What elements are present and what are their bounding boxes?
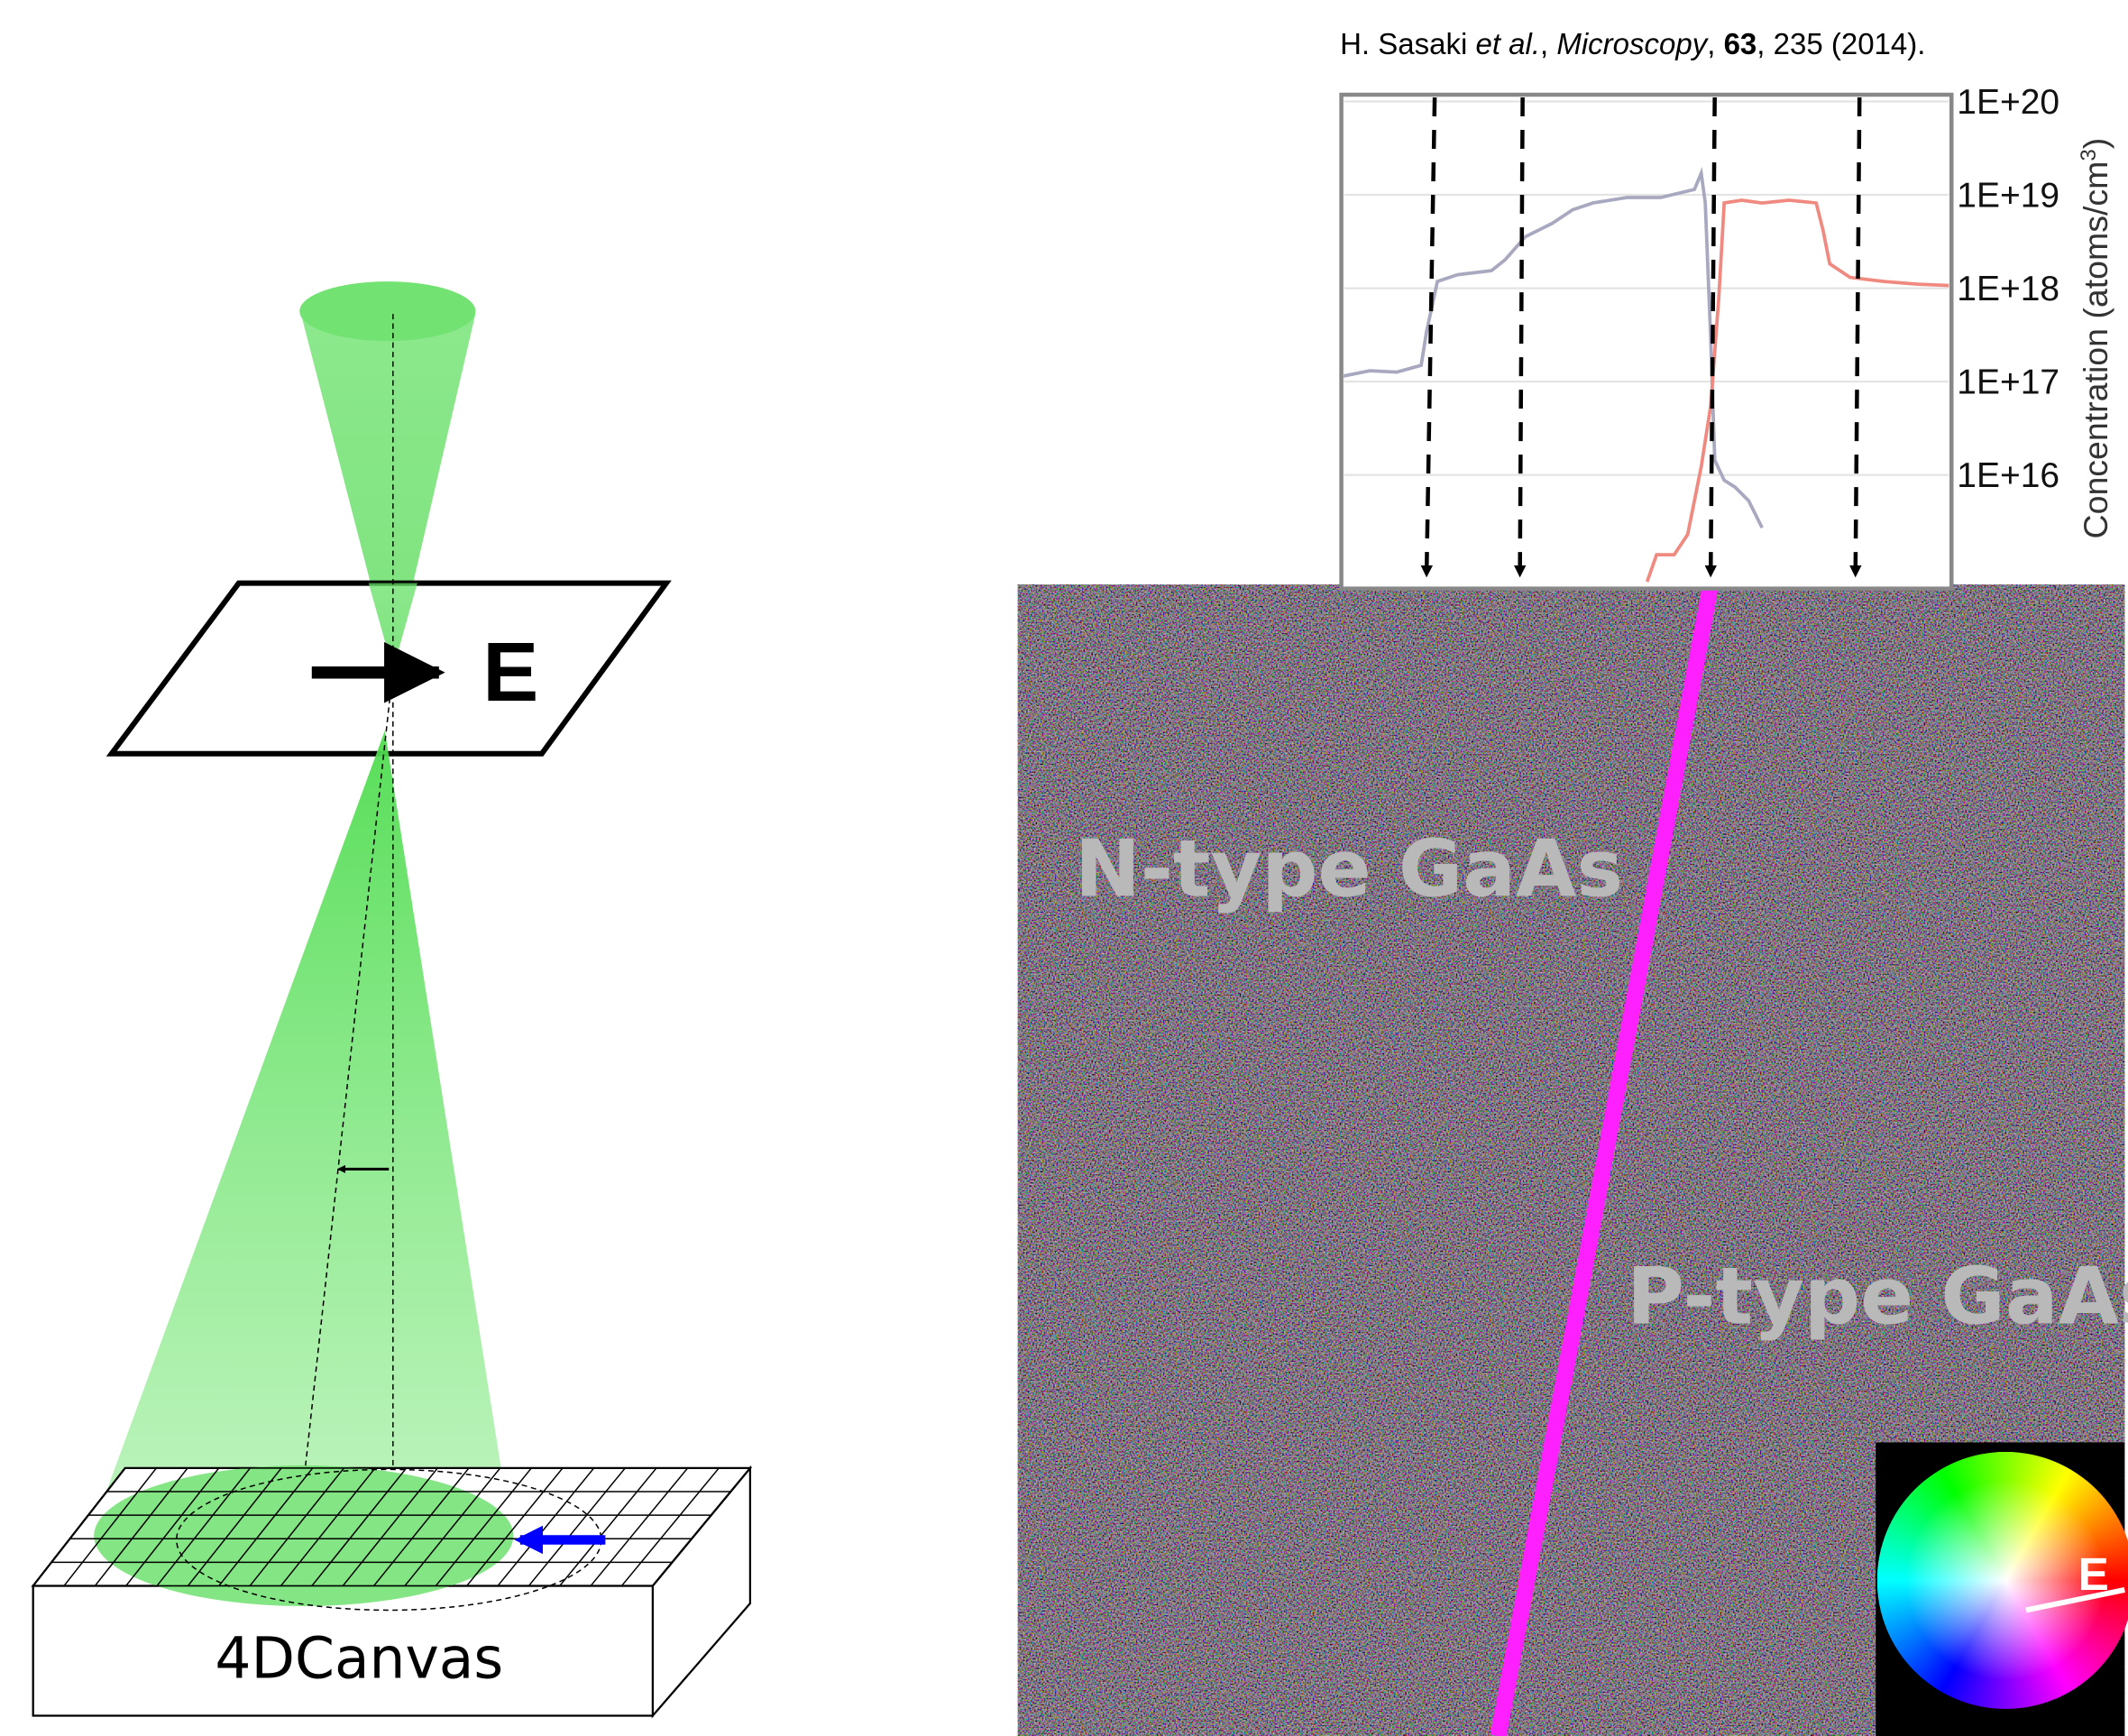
wheel-label: E <box>2078 1548 2109 1600</box>
citation-part: Microscopy <box>1556 27 1709 60</box>
probe-aperture <box>299 281 475 341</box>
y-axis-title-text: Concentration (atoms/cm <box>2077 161 2114 539</box>
lower-cone <box>93 730 511 1529</box>
citation-part: H. Sasaki <box>1340 27 1475 60</box>
y-tick-label: 1E+19 <box>1957 177 2059 216</box>
y-tick-label: 1E+20 <box>1957 83 2059 122</box>
citation-part: , <box>1707 27 1723 60</box>
profile: H. Sasaki et al., Microscopy, 63, 235 (2… <box>1340 27 2114 589</box>
n-type-label: N-type GaAs <box>1075 822 1623 914</box>
y-tick-label: 1E+17 <box>1957 363 2059 402</box>
citation: H. Sasaki et al., Microscopy, 63, 235 (2… <box>1340 27 1925 60</box>
citation-part: et al. <box>1475 27 1540 60</box>
figure: E 4DCanvas N-type GaAs P-type GaAs E H. … <box>0 0 2128 1736</box>
y-tick-label: 1E+18 <box>1957 270 2059 308</box>
citation-part: 63 <box>1724 27 1757 60</box>
citation-part: , 235 (2014). <box>1757 27 1925 60</box>
y-axis-title-close: ) <box>2077 138 2114 150</box>
y-axis-title: Concentration (atoms/cm3) <box>2076 138 2114 539</box>
detector-label: 4DCanvas <box>215 1625 503 1691</box>
citation-part: , <box>1540 27 1556 60</box>
field-label: E <box>482 625 538 719</box>
field-map: N-type GaAs P-type GaAs E <box>1018 584 2128 1736</box>
position-arrow <box>1520 97 1523 575</box>
p-type-label: P-type GaAs <box>1627 1250 2128 1342</box>
schematic: E 4DCanvas <box>33 281 750 1715</box>
y-axis-title-sup: 3 <box>2076 149 2100 161</box>
y-tick-label: 1E+16 <box>1957 456 2059 495</box>
